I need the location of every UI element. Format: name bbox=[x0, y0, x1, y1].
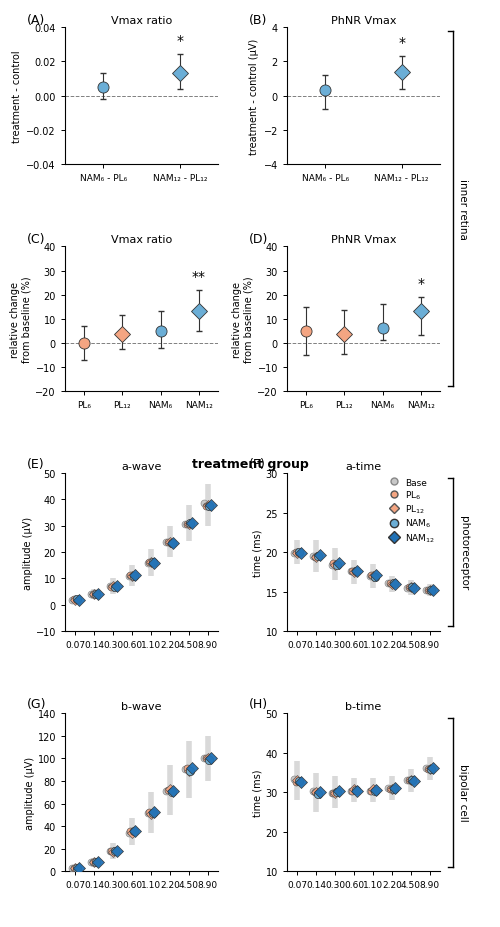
Text: bipolar cell: bipolar cell bbox=[458, 764, 468, 821]
Text: *: * bbox=[176, 34, 184, 48]
Text: (E): (E) bbox=[26, 458, 44, 471]
Text: (B): (B) bbox=[248, 14, 267, 27]
Title: Vmax ratio: Vmax ratio bbox=[111, 16, 172, 26]
Text: (C): (C) bbox=[26, 233, 45, 246]
Text: *: * bbox=[418, 276, 424, 290]
Text: treatment group: treatment group bbox=[192, 458, 308, 471]
Text: (D): (D) bbox=[248, 233, 268, 246]
Y-axis label: amplitude (μV): amplitude (μV) bbox=[23, 516, 33, 589]
Title: Vmax ratio: Vmax ratio bbox=[111, 235, 172, 245]
Text: **: ** bbox=[192, 269, 206, 284]
Text: inner retina: inner retina bbox=[458, 179, 468, 240]
Title: PhNR Vmax: PhNR Vmax bbox=[330, 235, 396, 245]
Title: a-wave: a-wave bbox=[122, 462, 162, 471]
Text: photoreceptor: photoreceptor bbox=[458, 515, 468, 590]
Y-axis label: treatment - control (μV): treatment - control (μV) bbox=[250, 38, 260, 155]
Title: b-time: b-time bbox=[346, 702, 382, 711]
Y-axis label: treatment - control: treatment - control bbox=[12, 50, 22, 143]
Title: a-time: a-time bbox=[346, 462, 382, 471]
Text: (H): (H) bbox=[248, 698, 268, 711]
Text: (G): (G) bbox=[26, 698, 46, 711]
Y-axis label: time (ms): time (ms) bbox=[252, 528, 262, 577]
Text: (A): (A) bbox=[26, 14, 45, 27]
Y-axis label: time (ms): time (ms) bbox=[253, 768, 263, 816]
Text: *: * bbox=[398, 36, 405, 50]
Text: (F): (F) bbox=[248, 458, 266, 471]
Title: PhNR Vmax: PhNR Vmax bbox=[330, 16, 396, 26]
Y-axis label: amplitude (μV): amplitude (μV) bbox=[24, 756, 34, 829]
Title: b-wave: b-wave bbox=[122, 702, 162, 711]
Y-axis label: relative change
from baseline (%): relative change from baseline (%) bbox=[232, 276, 253, 362]
Y-axis label: relative change
from baseline (%): relative change from baseline (%) bbox=[10, 276, 32, 362]
Legend: Base, PL$_6$, PL$_{12}$, NAM$_6$, NAM$_{12}$: Base, PL$_6$, PL$_{12}$, NAM$_6$, NAM$_{… bbox=[384, 478, 436, 544]
